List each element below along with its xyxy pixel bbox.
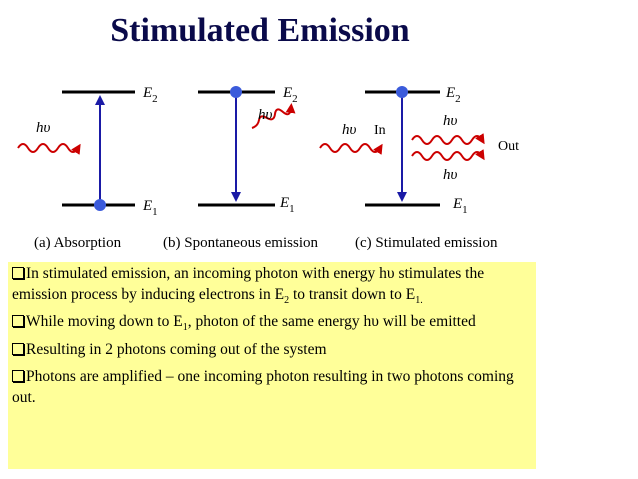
out-label: Out xyxy=(498,139,519,154)
incoming-photon-wave xyxy=(17,143,81,155)
electron-dot xyxy=(94,199,106,211)
in-label: In xyxy=(374,123,386,138)
incoming-photon-wave xyxy=(319,143,383,155)
bullet-item: Resulting in 2 photons coming out of the… xyxy=(12,340,532,361)
outgoing-photon-wave-top xyxy=(411,133,485,145)
caption-stimulated-emission: (c) Stimulated emission xyxy=(355,235,498,251)
e1-label: E1 xyxy=(452,196,468,216)
slide-title: Stimulated Emission xyxy=(110,12,410,49)
e2-label: E2 xyxy=(142,85,158,105)
caption-absorption: (a) Absorption xyxy=(34,235,122,251)
bullet-item: In stimulated emission, an incoming phot… xyxy=(12,265,485,306)
checkbox-bullet-icon xyxy=(12,342,24,355)
caption-spontaneous-emission: (b) Spontaneous emission xyxy=(163,235,318,251)
explanation-box: In stimulated emission, an incoming phot… xyxy=(8,262,536,469)
outgoing-photon-wave-bottom xyxy=(411,149,485,161)
panel-stimulated-emission: hυ In hυ hυ Out E2 E1 xyxy=(319,85,519,216)
electron-dot xyxy=(396,86,408,98)
electron-dot xyxy=(230,86,242,98)
e1-label: E1 xyxy=(142,198,158,218)
e2-label: E2 xyxy=(445,85,461,105)
checkbox-bullet-icon xyxy=(12,315,24,327)
e2-label: E2 xyxy=(282,85,298,105)
photon-out-bottom-label: hυ xyxy=(443,167,458,183)
energy-level-diagram: hυ E2 E1 hυ E2 E1 hυ In hυ hυ Out E2 E1 xyxy=(17,85,519,218)
e1-label: E1 xyxy=(279,195,295,215)
panel-spontaneous-emission: hυ E2 E1 xyxy=(198,85,298,215)
photon-label: hυ xyxy=(258,107,273,123)
bullet-item: While moving down to E1, photon of the s… xyxy=(12,312,532,333)
checkbox-bullet-icon xyxy=(12,370,24,382)
photon-label: hυ xyxy=(36,120,51,136)
bullet-item: Photons are amplified – one incoming pho… xyxy=(12,368,514,406)
photon-in-label: hυ xyxy=(342,122,357,138)
emitted-photon-wave xyxy=(251,103,296,129)
panel-absorption: hυ E2 E1 xyxy=(17,85,158,218)
photon-out-top-label: hυ xyxy=(443,113,458,129)
checkbox-bullet-icon xyxy=(12,267,24,279)
